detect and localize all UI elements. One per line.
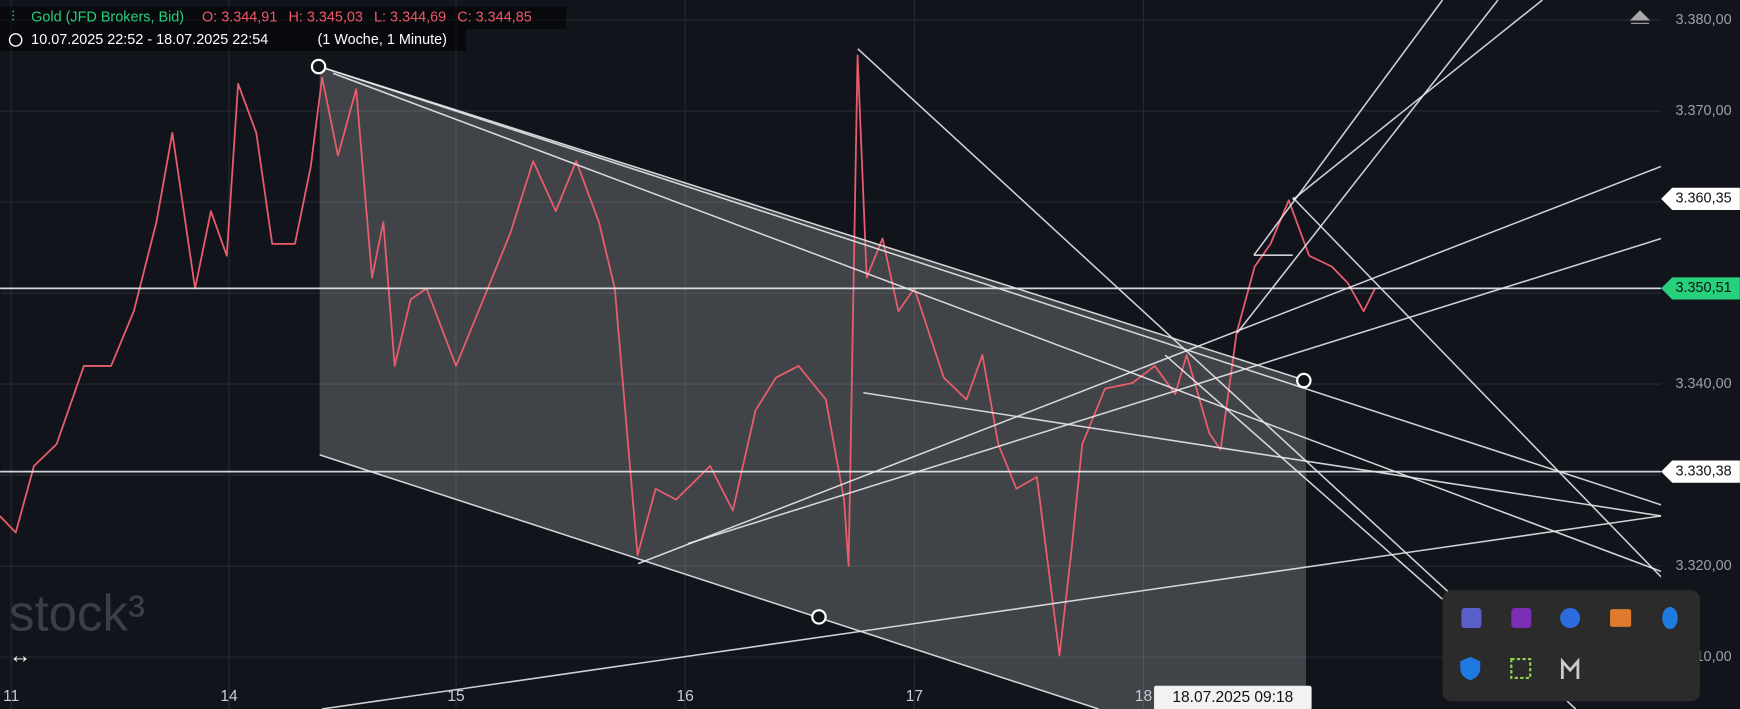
price-tag [1661,277,1740,300]
legend-icon: ⫶ [11,10,15,26]
trend-line [319,65,1662,506]
defender-icon[interactable] [1460,656,1481,681]
interval: (1 Woche, 1 Minute) [317,32,446,48]
teams-icon[interactable] [1461,608,1482,629]
scroll-icon[interactable]: ↔ [9,643,31,668]
price-lines [0,287,1662,473]
watermark: stock³ [9,584,145,641]
trend-line [1292,196,1662,578]
trend-line [863,392,1662,517]
trend-line [1253,0,1444,256]
trend-line [1292,0,1543,201]
bluetooth-icon[interactable] [1662,606,1678,630]
date-range: 10.07.2025 22:52 - 18.07.2025 22:54 [31,32,268,48]
trend-line [332,72,1662,573]
axes: 3.310,003.320,003.330,003.340,003.350,00… [3,12,1740,705]
snip-icon[interactable] [1510,657,1532,680]
onenote-icon[interactable] [1511,608,1532,629]
axis-icon[interactable] [1629,10,1651,24]
trend-line [321,515,1662,709]
system-tray [1442,590,1700,702]
trend-line [319,454,1099,709]
x-tick-label: 16 [677,688,694,705]
price-tag-label: 3.330,38 [1676,463,1732,479]
trend-line [1236,0,1499,334]
ohlc: O: 3.344,91 H: 3.345,03 L: 3.344,69 C: 3.34… [202,10,532,26]
anchor-point[interactable] [811,609,827,625]
channel-area [319,66,1307,709]
anchor-point[interactable] [310,58,327,75]
clock-app-icon[interactable] [1560,608,1581,629]
crosshair-box [1154,685,1312,709]
x-tick-label: 18 [1135,688,1152,705]
y-tick-label: 3.320,00 [1676,558,1732,574]
crosshair-label: 18.07.2025 09:18 [1172,689,1293,706]
ohlc-value: H: 3.345,03 [288,10,363,26]
instrument-title: Gold (JFD Brokers, Bid) [31,10,184,26]
x-tick-label: 14 [220,688,238,705]
ohlc-value: L: 3.344,69 [374,10,446,26]
range-box [0,28,467,52]
trend-line [687,237,1662,545]
series [0,54,1376,657]
y-tick-label: 3.340,00 [1676,376,1732,392]
x-tick-label: 11 [3,688,19,705]
price-tag [1661,460,1740,483]
mcafee-icon[interactable] [1560,657,1580,680]
ohlc-value: O: 3.344,91 [202,10,277,26]
y-tick-label: 3.380,00 [1676,12,1732,28]
clock-icon [8,33,23,47]
y-tick-label: 3.370,00 [1676,103,1732,119]
tray-panel [1442,590,1700,702]
trend-line [1164,354,1444,600]
price-tag-label: 3.350,51 [1676,280,1732,296]
app-icon[interactable] [1610,609,1632,627]
legend-box [0,6,566,29]
trend-line [637,165,1662,565]
price-line [0,54,1376,657]
price-tag [1661,187,1740,210]
trend-line [319,65,1307,382]
ohlc-value: C: 3.344,85 [457,10,531,26]
price-tag-label: 3.360,35 [1676,191,1732,207]
x-tick-label: 17 [906,688,923,705]
anchor-point[interactable] [1296,372,1312,389]
x-tick-label: 15 [447,688,464,705]
